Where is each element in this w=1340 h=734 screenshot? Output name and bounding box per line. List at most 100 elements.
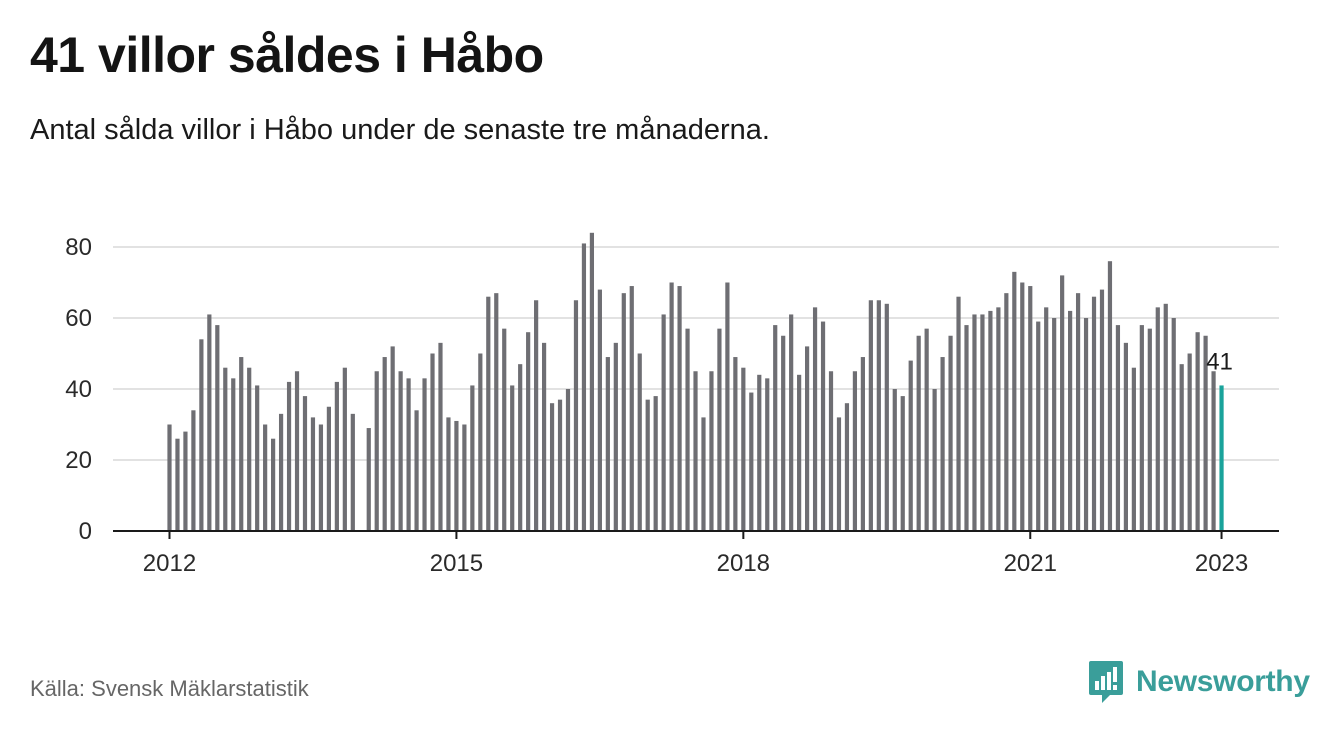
bar xyxy=(916,335,921,531)
bar xyxy=(1004,293,1009,531)
x-tick-label: 2023 xyxy=(1195,550,1248,577)
bar xyxy=(924,328,929,531)
bar xyxy=(884,303,889,531)
bar xyxy=(1060,275,1065,531)
bar xyxy=(454,420,459,531)
bar xyxy=(1012,271,1017,531)
bar xyxy=(1083,318,1089,531)
brand[interactable]: Newsworthy xyxy=(1088,660,1310,704)
bar xyxy=(565,389,571,531)
bar xyxy=(1044,307,1049,531)
y-tick-label: 20 xyxy=(65,447,92,474)
bar xyxy=(996,307,1001,531)
bar xyxy=(382,357,387,531)
bar xyxy=(797,374,802,531)
bar xyxy=(836,417,842,531)
bar xyxy=(271,438,276,531)
bar xyxy=(231,378,236,531)
bar xyxy=(534,300,539,531)
bar-chart: 0 20 40 60 80 2012 2015 2018 2021 2023 41 xyxy=(65,232,1279,577)
bar xyxy=(733,357,738,531)
bar xyxy=(956,296,961,531)
brand-name: Newsworthy xyxy=(1136,665,1310,698)
bar xyxy=(1147,328,1152,531)
bar xyxy=(510,385,515,531)
bar xyxy=(621,293,626,531)
bar xyxy=(828,371,834,531)
x-tick-label: 2018 xyxy=(717,550,770,577)
bar xyxy=(398,371,403,531)
bar xyxy=(255,385,260,531)
bar xyxy=(964,325,969,531)
bar xyxy=(1068,310,1073,531)
y-tick-label: 0 xyxy=(79,518,92,545)
bar xyxy=(1171,318,1176,531)
bar xyxy=(932,389,937,531)
bar xyxy=(247,367,252,531)
bar xyxy=(1115,325,1121,531)
bar xyxy=(1028,286,1033,531)
bar xyxy=(1099,289,1105,531)
bar xyxy=(1107,261,1113,531)
bar xyxy=(302,396,308,531)
bar xyxy=(1195,332,1200,531)
bar xyxy=(326,406,331,531)
y-tick-label: 60 xyxy=(65,305,92,332)
bar xyxy=(741,367,746,531)
bar xyxy=(573,300,579,531)
bar xyxy=(199,339,204,531)
bar xyxy=(669,282,674,531)
bar xyxy=(900,396,905,531)
x-tick-label: 2021 xyxy=(1004,550,1057,577)
bar xyxy=(1036,321,1041,531)
bar xyxy=(717,328,722,531)
bar xyxy=(972,314,977,531)
bar xyxy=(1131,367,1136,531)
bar xyxy=(286,381,292,531)
bar xyxy=(789,314,794,531)
bar xyxy=(175,438,180,531)
bar xyxy=(805,346,810,531)
bar xyxy=(1211,371,1216,531)
bar xyxy=(749,392,754,531)
bar xyxy=(844,403,850,531)
bar xyxy=(892,389,897,531)
bar xyxy=(781,335,786,531)
bar xyxy=(685,328,690,531)
bar xyxy=(263,424,268,531)
bar xyxy=(462,424,467,531)
bar xyxy=(406,378,411,531)
bar xyxy=(1203,335,1208,531)
bar xyxy=(812,307,818,531)
bar xyxy=(629,286,634,531)
bar xyxy=(541,342,547,531)
bar xyxy=(310,417,316,531)
bar xyxy=(223,367,228,531)
bar xyxy=(470,385,475,531)
bar xyxy=(518,364,523,531)
y-tick-label: 80 xyxy=(65,234,92,261)
bar xyxy=(653,396,658,531)
bar xyxy=(980,314,985,531)
bar xyxy=(613,342,618,531)
bar xyxy=(948,335,953,531)
bar xyxy=(820,321,826,531)
bar xyxy=(557,399,563,531)
newsworthy-logo-icon xyxy=(1089,661,1123,703)
bar xyxy=(486,296,491,531)
bar xyxy=(661,314,666,531)
bar xyxy=(422,378,427,531)
bar xyxy=(637,353,642,531)
bar xyxy=(645,399,650,531)
bar xyxy=(589,232,595,532)
bar xyxy=(1155,307,1160,531)
bar xyxy=(1139,325,1144,531)
y-tick-label: 40 xyxy=(65,376,92,403)
bar xyxy=(757,374,762,531)
bar xyxy=(494,293,499,531)
bar xyxy=(342,367,347,531)
bar xyxy=(294,371,300,531)
bar xyxy=(725,282,730,531)
bar xyxy=(860,357,865,531)
bar xyxy=(549,403,555,531)
